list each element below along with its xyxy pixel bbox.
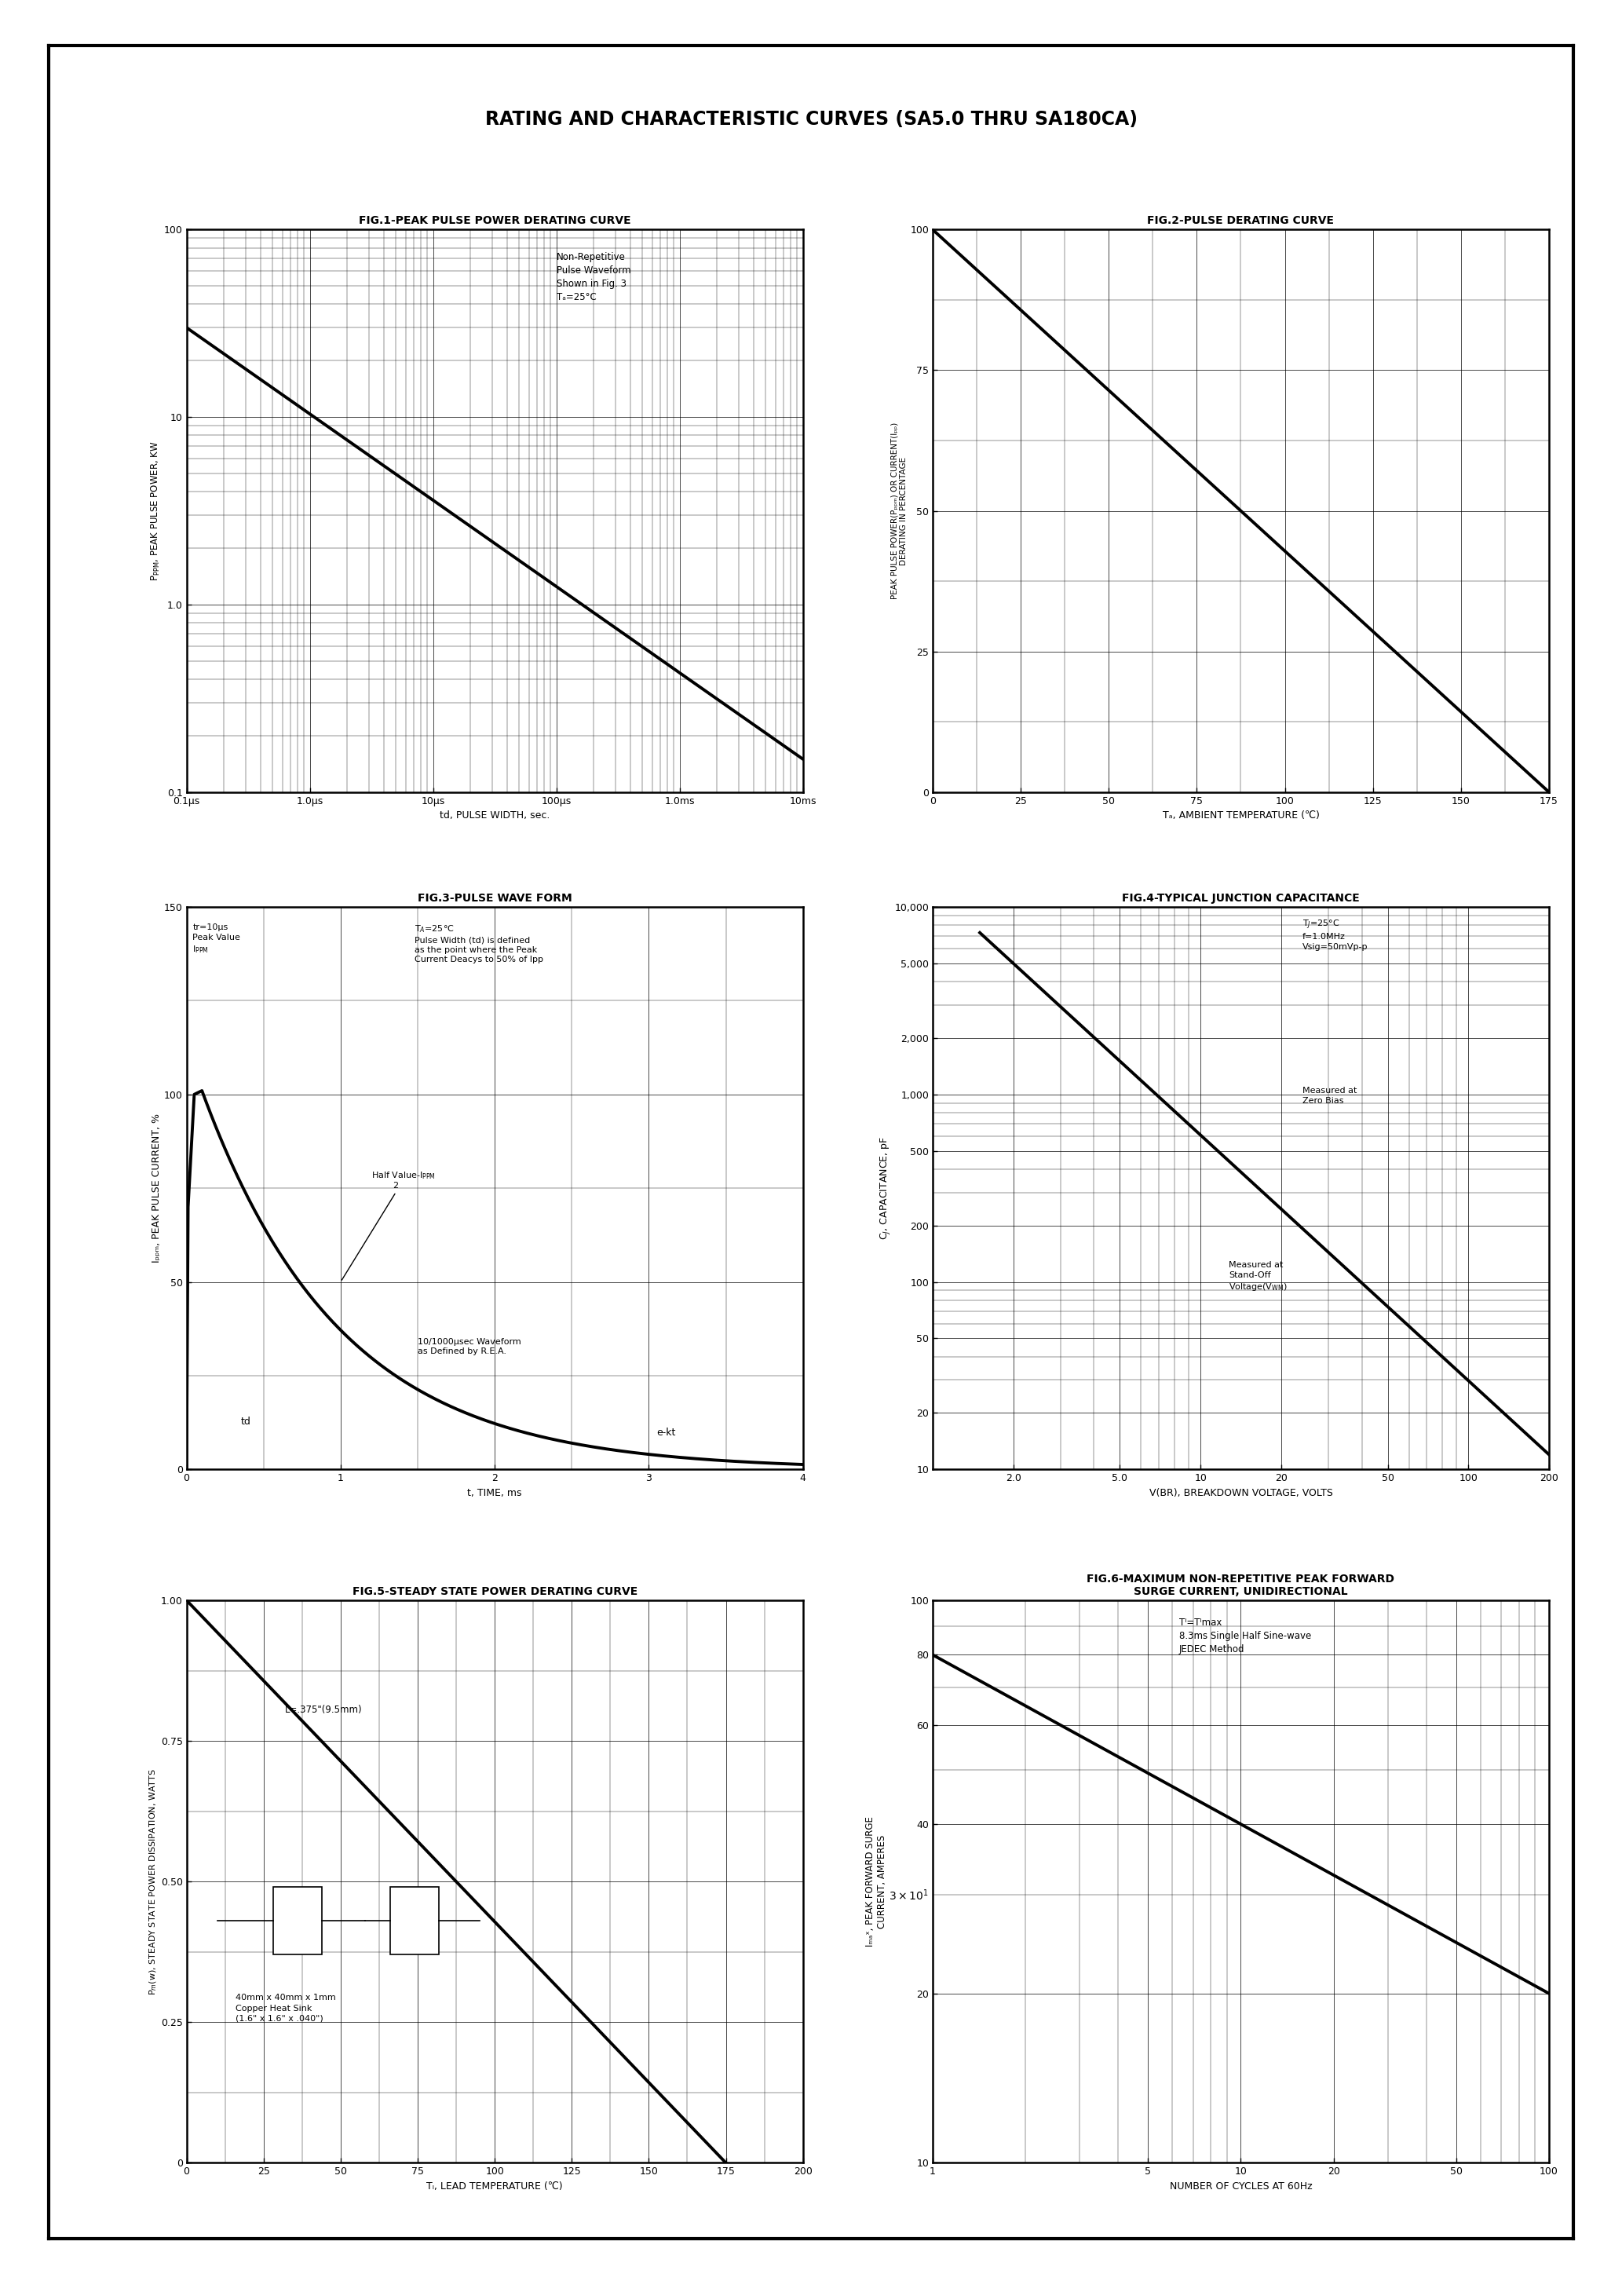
Text: Tⁱ=Tⁱmax
8.3ms Single Half Sine-wave
JEDEC Method: Tⁱ=Tⁱmax 8.3ms Single Half Sine-wave JED…: [1179, 1616, 1311, 1653]
Bar: [389, 1887, 440, 1954]
Title: FIG.2-PULSE DERATING CURVE: FIG.2-PULSE DERATING CURVE: [1147, 216, 1335, 227]
Y-axis label: Iₚₚₘ, PEAK PULSE CURRENT, %: Iₚₚₘ, PEAK PULSE CURRENT, %: [151, 1114, 162, 1263]
Title: FIG.4-TYPICAL JUNCTION CAPACITANCE: FIG.4-TYPICAL JUNCTION CAPACITANCE: [1122, 893, 1359, 905]
Text: T$_J$=25°C
f=1.0MHz
Vsig=50mVp-p: T$_J$=25°C f=1.0MHz Vsig=50mVp-p: [1302, 918, 1367, 951]
Title: FIG.5-STEADY STATE POWER DERATING CURVE: FIG.5-STEADY STATE POWER DERATING CURVE: [352, 1587, 637, 1598]
Text: Non-Repetitive
Pulse Waveform
Shown in Fig. 3
Tₐ=25°C: Non-Repetitive Pulse Waveform Shown in F…: [556, 253, 631, 303]
Y-axis label: P$_m$(w), STEADY STATE POWER DISSIPATION, WATTS: P$_m$(w), STEADY STATE POWER DISSIPATION…: [148, 1768, 159, 1995]
Text: e-kt: e-kt: [657, 1428, 676, 1437]
Title: FIG.6-MAXIMUM NON-REPETITIVE PEAK FORWARD
SURGE CURRENT, UNIDIRECTIONAL: FIG.6-MAXIMUM NON-REPETITIVE PEAK FORWAR…: [1087, 1573, 1395, 1598]
Y-axis label: C$_J$, CAPACITANCE, pF: C$_J$, CAPACITANCE, pF: [879, 1137, 892, 1240]
Text: Half Value-I$_{\mathregular{PPM}}$
        2: Half Value-I$_{\mathregular{PPM}}$ 2: [342, 1169, 436, 1281]
X-axis label: NUMBER OF CYCLES AT 60Hz: NUMBER OF CYCLES AT 60Hz: [1169, 2181, 1312, 2190]
Text: Measured at
Stand-Off
Voltage(V$_{\mathregular{WM}}$): Measured at Stand-Off Voltage(V$_{\mathr…: [1228, 1261, 1288, 1293]
Text: L=.375"(9.5mm): L=.375"(9.5mm): [285, 1706, 363, 1715]
X-axis label: Tₗ, LEAD TEMPERATURE (℃): Tₗ, LEAD TEMPERATURE (℃): [427, 2181, 563, 2190]
Y-axis label: Iₘₐˣ, PEAK FORWARD SURGE
CURRENT, AMPERES: Iₘₐˣ, PEAK FORWARD SURGE CURRENT, AMPERE…: [865, 1816, 887, 1947]
Y-axis label: P$_{\mathregular{PPM}}$, PEAK PULSE POWER, KW: P$_{\mathregular{PPM}}$, PEAK PULSE POWE…: [149, 441, 162, 581]
Bar: [272, 1887, 323, 1954]
Text: Measured at
Zero Bias: Measured at Zero Bias: [1302, 1086, 1358, 1104]
X-axis label: V(BR), BREAKDOWN VOLTAGE, VOLTS: V(BR), BREAKDOWN VOLTAGE, VOLTS: [1148, 1488, 1333, 1497]
Text: 10/1000μsec Waveform
as Defined by R.E.A.: 10/1000μsec Waveform as Defined by R.E.A…: [418, 1339, 521, 1355]
Text: td: td: [240, 1417, 250, 1426]
Y-axis label: PEAK PULSE POWER(Pₚₚₘ) OR CURRENT(Iₚₚ)
DERATING IN PERCENTAGE: PEAK PULSE POWER(Pₚₚₘ) OR CURRENT(Iₚₚ) D…: [890, 422, 908, 599]
X-axis label: td, PULSE WIDTH, sec.: td, PULSE WIDTH, sec.: [440, 810, 550, 820]
Text: 40mm x 40mm x 1mm
Copper Heat Sink
(1.6" x 1.6" x .040"): 40mm x 40mm x 1mm Copper Heat Sink (1.6"…: [235, 1993, 336, 2023]
Title: FIG.1-PEAK PULSE POWER DERATING CURVE: FIG.1-PEAK PULSE POWER DERATING CURVE: [358, 216, 631, 227]
Title: FIG.3-PULSE WAVE FORM: FIG.3-PULSE WAVE FORM: [417, 893, 573, 905]
Text: RATING AND CHARACTERISTIC CURVES (SA5.0 THRU SA180CA): RATING AND CHARACTERISTIC CURVES (SA5.0 …: [485, 110, 1137, 129]
Text: T$_A$=25°C
Pulse Width (td) is defined
as the point where the Peak
Current Deacy: T$_A$=25°C Pulse Width (td) is defined a…: [415, 923, 543, 964]
X-axis label: Tₐ, AMBIENT TEMPERATURE (℃): Tₐ, AMBIENT TEMPERATURE (℃): [1163, 810, 1319, 820]
Text: tr=10μs
Peak Value
I$_{\mathregular{PPM}}$: tr=10μs Peak Value I$_{\mathregular{PPM}…: [193, 923, 240, 955]
X-axis label: t, TIME, ms: t, TIME, ms: [467, 1488, 522, 1497]
